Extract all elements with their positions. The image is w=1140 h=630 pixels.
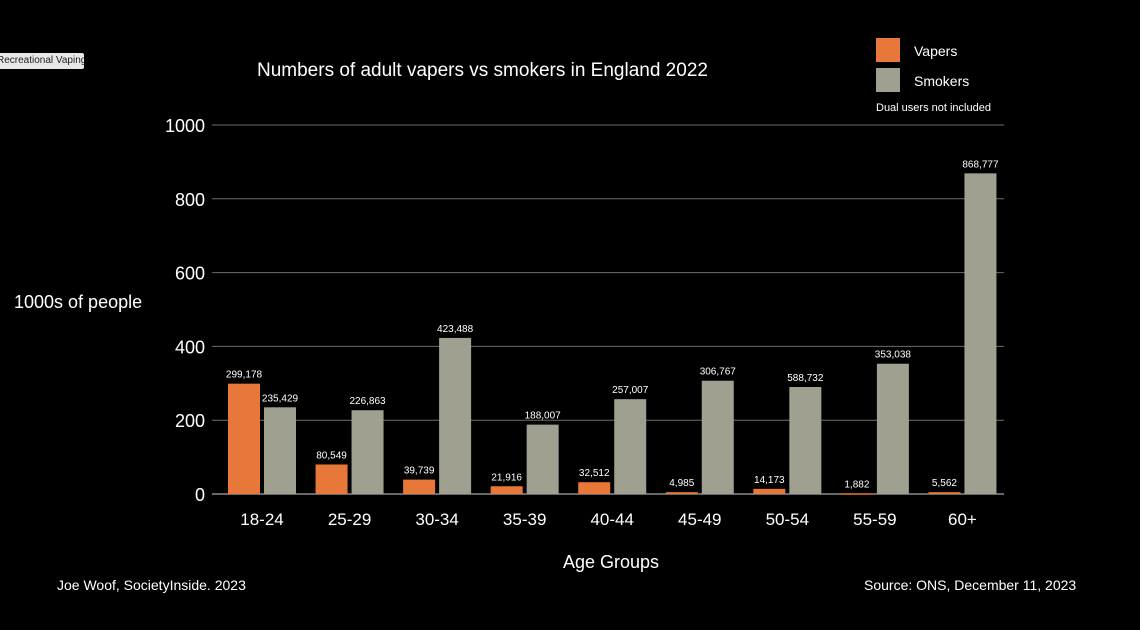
bar-smokers-30-34 <box>439 337 472 494</box>
data-label-vapers-18-24: 299,178 <box>226 370 263 381</box>
x-tick-label-40-44: 40-44 <box>590 510 633 529</box>
x-tick-label-35-39: 35-39 <box>503 510 546 529</box>
data-label-vapers-50-54: 14,173 <box>754 475 785 486</box>
y-tick-label: 800 <box>175 190 205 210</box>
x-tick-label-18-24: 18-24 <box>240 510 283 529</box>
y-tick-label: 600 <box>175 264 205 284</box>
data-label-smokers-40-44: 257,007 <box>612 385 649 396</box>
bar-smokers-18-24 <box>264 407 296 494</box>
bar-smokers-45-49 <box>701 380 734 494</box>
x-axis-label: Age Groups <box>563 552 660 572</box>
source-text: Source: ONS, December 11, 2023 <box>864 577 1077 593</box>
data-label-vapers-30-34: 39,739 <box>404 466 435 477</box>
bar-smokers-25-29 <box>351 410 384 494</box>
x-tick-label-60+: 60+ <box>948 510 977 529</box>
bars <box>228 173 997 495</box>
data-labels: 299,178 235,429 80,549 226,863 39,739 423,488… <box>226 159 999 490</box>
x-tick-label-50-54: 50-54 <box>766 510 809 529</box>
browser-tab-label[interactable]: Recreational Vaping <box>0 53 84 69</box>
credit-text: Joe Woof, SocietyInside. 2023 <box>57 577 246 593</box>
bar-smokers-40-44 <box>614 399 647 494</box>
data-label-vapers-45-49: 4,985 <box>669 478 694 489</box>
bar-smokers-60+ <box>964 173 997 495</box>
x-tick-label-30-34: 30-34 <box>415 510 458 529</box>
legend-label-vapers: Vapers <box>914 43 958 59</box>
bar-vapers-50-54 <box>753 488 786 494</box>
chart-title: Numbers of adult vapers vs smokers in En… <box>257 60 708 81</box>
bar-vapers-25-29 <box>315 464 348 494</box>
legend-swatch-smokers <box>876 68 900 92</box>
x-tick-labels: 18-24 25-29 30-34 35-39 40-44 45-49 50-54 55-59… <box>240 510 977 529</box>
data-label-smokers-55-59: 353,038 <box>875 350 912 361</box>
data-label-vapers-55-59: 1,882 <box>844 479 869 490</box>
data-label-smokers-50-54: 588,732 <box>787 373 824 384</box>
y-tick-label: 0 <box>195 485 205 505</box>
legend-swatch-vapers <box>876 38 900 62</box>
data-label-smokers-25-29: 226,863 <box>349 396 386 407</box>
y-tick-label: 400 <box>175 337 205 357</box>
data-label-smokers-60+: 868,777 <box>962 159 999 170</box>
bar-vapers-30-34 <box>403 479 436 494</box>
x-tick-label-55-59: 55-59 <box>853 510 896 529</box>
y-tick-label: 200 <box>175 411 205 431</box>
y-axis-label: 1000s of people <box>14 292 143 312</box>
bar-smokers-50-54 <box>789 386 822 494</box>
y-tick-labels: 0 200 400 600 800 1000 <box>165 116 205 505</box>
data-label-vapers-40-44: 32,512 <box>579 468 610 479</box>
data-label-smokers-18-24: 235,429 <box>262 393 299 404</box>
bar-vapers-45-49 <box>665 492 698 494</box>
data-label-smokers-45-49: 306,767 <box>700 367 737 378</box>
x-tick-label-25-29: 25-29 <box>328 510 371 529</box>
data-label-vapers-60+: 5,562 <box>932 478 957 489</box>
legend-label-smokers: Smokers <box>914 73 970 89</box>
data-label-smokers-35-39: 188,007 <box>525 411 562 422</box>
bar-smokers-35-39 <box>526 424 559 494</box>
bar-vapers-40-44 <box>578 482 611 494</box>
legend-note: Dual users not included <box>876 102 991 114</box>
data-label-vapers-25-29: 80,549 <box>316 450 347 461</box>
bar-vapers-60+ <box>928 492 961 494</box>
y-tick-label: 1000 <box>165 116 205 136</box>
data-label-smokers-30-34: 423,488 <box>437 324 474 335</box>
x-tick-label-45-49: 45-49 <box>678 510 721 529</box>
bar-smokers-55-59 <box>876 363 909 494</box>
bar-vapers-18-24 <box>228 383 260 494</box>
bar-vapers-35-39 <box>490 486 523 494</box>
data-label-vapers-35-39: 21,916 <box>491 472 522 483</box>
bar-vapers-55-59 <box>840 493 873 495</box>
